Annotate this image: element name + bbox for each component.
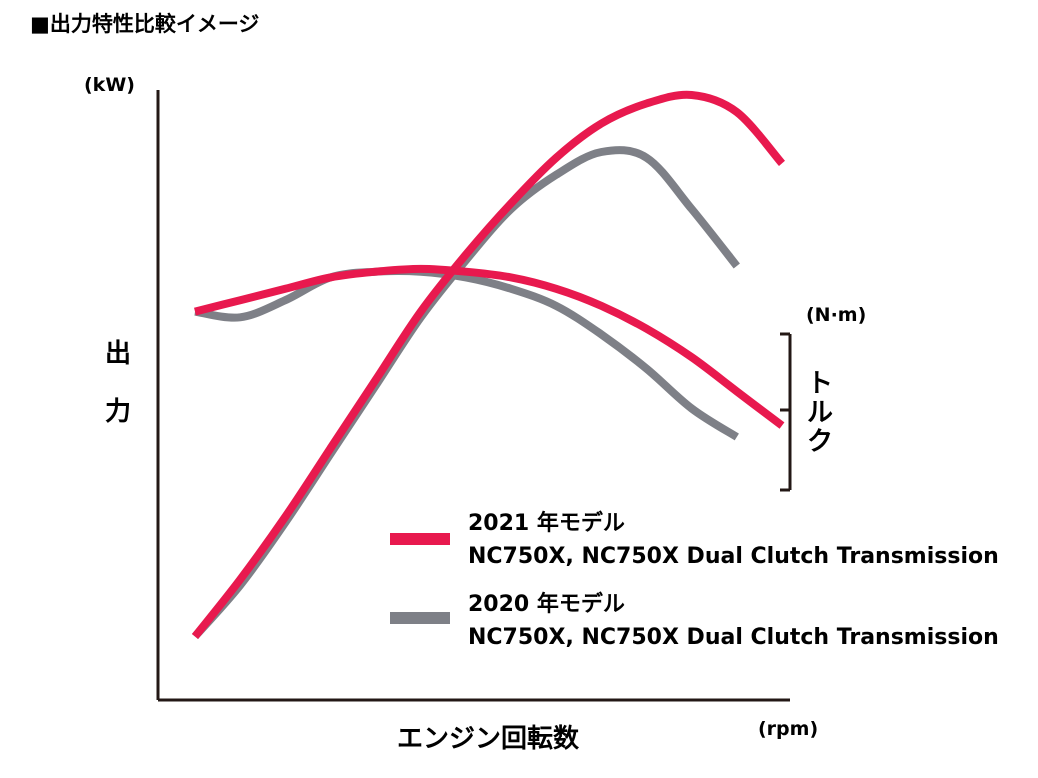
- y-label-right-char-3: ク: [807, 427, 833, 457]
- chart-title: ■出力特性比較イメージ: [30, 12, 259, 36]
- torque-bracket: [780, 332, 792, 492]
- legend-label-2021-line2: NC750X, NC750X Dual Clutch Transmission: [468, 544, 999, 569]
- legend-item-2020: 2020 年モデル NC750X, NC750X Dual Clutch Tra…: [390, 591, 999, 650]
- legend-item-2021: 2021 年モデル NC750X, NC750X Dual Clutch Tra…: [390, 510, 999, 569]
- series-2021-torque-line: [194, 264, 785, 429]
- x-unit: (rpm): [758, 718, 818, 740]
- legend-label-2020-line2: NC750X, NC750X Dual Clutch Transmission: [468, 625, 999, 650]
- axes: [156, 90, 790, 702]
- series-2021-output-line: [191, 90, 786, 639]
- series-2020-torque-line: [194, 267, 739, 441]
- y-unit-right: (N·m): [806, 304, 866, 326]
- x-axis-label: エンジン回転数: [397, 724, 580, 754]
- y-label-right-char-2: ル: [807, 398, 833, 428]
- legend: 2021 年モデル NC750X, NC750X Dual Clutch Tra…: [390, 510, 999, 650]
- y-unit-left: (kW): [84, 74, 135, 96]
- y-label-left-char-1: 出: [105, 339, 131, 369]
- legend-label-2021-line1: 2021 年モデル: [468, 510, 625, 536]
- series-curves: [191, 90, 786, 640]
- legend-label-2020-line1: 2020 年モデル: [468, 591, 625, 617]
- y-label-left-char-2: 力: [105, 397, 131, 427]
- y-label-right-char-1: ト: [807, 369, 833, 399]
